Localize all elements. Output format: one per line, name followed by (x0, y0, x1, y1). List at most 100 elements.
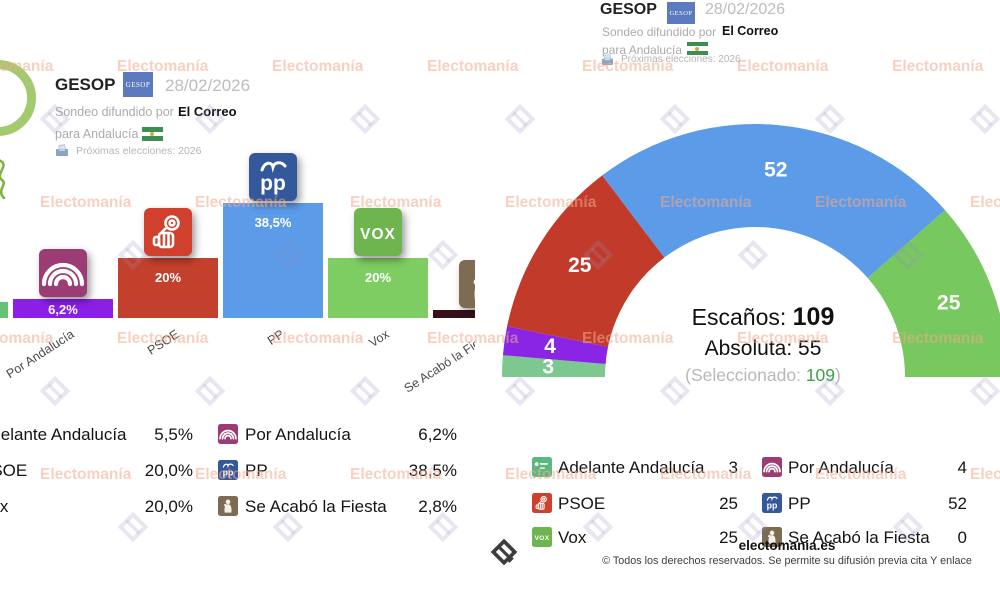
seats-summary: Escaños: 109 Absoluta: 55 (Seleccionado:… (563, 303, 963, 386)
legend-party-name: Vox (558, 528, 587, 547)
arc-segment-psoe (507, 175, 665, 347)
pollster-logo: GESOP (667, 2, 695, 24)
region-text: para Andalucía (55, 127, 139, 141)
bar-psoe: 20% (118, 258, 218, 318)
selected-label: (Seleccionado: (685, 365, 801, 385)
party-logo-salf (459, 259, 475, 313)
watermark-text: Electomanía (737, 58, 829, 75)
legend-party-value: 25 (719, 528, 738, 547)
bar-por_andalucia: 6,2% (13, 299, 113, 318)
svg-text:pp: pp (767, 500, 778, 510)
vox-party-icon: VOX (532, 527, 552, 547)
salf-party-icon (218, 496, 238, 516)
party-logo-vox: VOX (354, 208, 402, 261)
svg-text:VOX: VOX (535, 535, 550, 542)
left-panel-bar-chart: GESOP GESOP 28/02/2026 Sondeo difundido … (0, 0, 475, 600)
ballot-box-icon (56, 144, 68, 156)
andalusia-flag-icon (687, 42, 708, 55)
party-logo-por_andalucia (39, 249, 87, 302)
arc-segment-adelante (501, 355, 606, 377)
footer-brand: electomania.es (738, 538, 836, 553)
seat-count-label: 25 (568, 254, 592, 277)
legend-party-name: Vox (0, 497, 9, 516)
region-text: para Andalucía (602, 43, 683, 57)
legend-party-value: 20,0% (144, 461, 193, 480)
ballot-box-icon (601, 54, 614, 66)
right-panel-hemicycle: GESOP GESOP 28/02/2026 Sondeo difundido … (0, 0, 1000, 567)
axis-tick-label: PP (265, 327, 287, 348)
bar-value-label: 6,2% (48, 301, 78, 317)
andalusia-flag-icon (142, 127, 163, 141)
legend-party-value: 25 (719, 494, 738, 513)
bar-salf (433, 309, 475, 318)
hemicycle-svg: 34 25 52 25 (501, 124, 1000, 379)
bar-vox: 20% (328, 258, 428, 318)
legend-party-name: PSOE (558, 494, 606, 513)
pp-party-icon: pp (249, 152, 297, 201)
poll-date: 28/02/2026 (165, 76, 251, 95)
footer: electomania.es © Todos los derechos rese… (587, 538, 987, 567)
axis-tick-label: Por Andalucía (3, 327, 77, 382)
por_andalucia-party-icon (762, 457, 782, 477)
legend-party-name: Adelante Andalucía (0, 425, 127, 444)
legend-party-value: 38,5% (408, 461, 457, 480)
psoe-party-icon (532, 493, 552, 513)
bar-adelante (0, 301, 8, 318)
seats-label: Escaños: (691, 304, 787, 330)
legend-party-value: 3 (728, 458, 738, 477)
seats-total-value: 109 (792, 303, 835, 331)
seat-count-label: 52 (764, 159, 787, 182)
legend-party-value: 0 (957, 528, 967, 547)
legend-party-value: 4 (957, 458, 967, 477)
vox-party-icon: VOX (354, 208, 402, 256)
adelante-party-icon (532, 457, 552, 477)
legend-party-value: 2,8% (418, 497, 457, 516)
bar-value-label: 20% (364, 270, 392, 285)
legend-party-name: PP (245, 461, 268, 480)
legend-party-name: Se Acabó la Fiesta (788, 528, 930, 547)
svg-text:pp: pp (260, 172, 286, 195)
legend-party-icon: pp (218, 460, 238, 485)
arc-segment-pp (602, 124, 946, 279)
legend-party-name: Por Andalucía (788, 458, 894, 477)
diffusion-text: Sondeo difundido por (55, 105, 174, 119)
seat-count-label: 4 (544, 335, 556, 358)
pollster-name: GESOP (600, 1, 657, 18)
svg-text:VOX: VOX (360, 226, 396, 243)
arc-segment-vox (867, 210, 1000, 377)
signature-squiggle-decoration (0, 159, 6, 200)
majority-value: 55 (798, 337, 822, 360)
pp-party-icon: pp (762, 493, 782, 513)
axis-tick-label: Vox (366, 327, 392, 351)
psoe-party-icon (144, 208, 192, 256)
legend-party-icon (218, 424, 238, 449)
watermark-text: Electomanía (892, 58, 984, 75)
watermark-text: Electomanía (970, 466, 1000, 483)
axis-tick-label: PSOE (144, 327, 182, 358)
pollster-name: GESOP (55, 75, 116, 94)
legend-party-icon (762, 457, 782, 482)
legend-party-icon (532, 493, 552, 518)
legend-party-icon: VOX (532, 527, 552, 552)
legend-party-value: 6,2% (418, 425, 457, 444)
legend-party-name: PSOE (0, 461, 28, 480)
electomania-logo-icon (491, 539, 517, 565)
axis-tick-label: Se Acabó la Fiesta (401, 327, 475, 396)
media-name: El Correo (722, 24, 779, 38)
party-logo-psoe (144, 208, 192, 261)
legend-party-icon (762, 527, 782, 552)
legend-party-name: Adelante Andalucía (558, 458, 705, 477)
svg-text:pp: pp (223, 467, 234, 477)
diffusion-text: Sondeo difundido por (602, 25, 717, 39)
por_andalucia-party-icon (39, 249, 87, 298)
poll-date: 28/02/2026 (705, 1, 786, 18)
selected-value: 109 (805, 365, 836, 385)
bar-pp: 38,5% (223, 202, 323, 318)
legend-party-icon: pp (762, 493, 782, 518)
salf-party-icon (762, 527, 782, 547)
legend-party-icon (218, 496, 238, 521)
selected-suffix: ) (835, 365, 841, 385)
majority-line: Absoluta: 55 (563, 337, 963, 361)
